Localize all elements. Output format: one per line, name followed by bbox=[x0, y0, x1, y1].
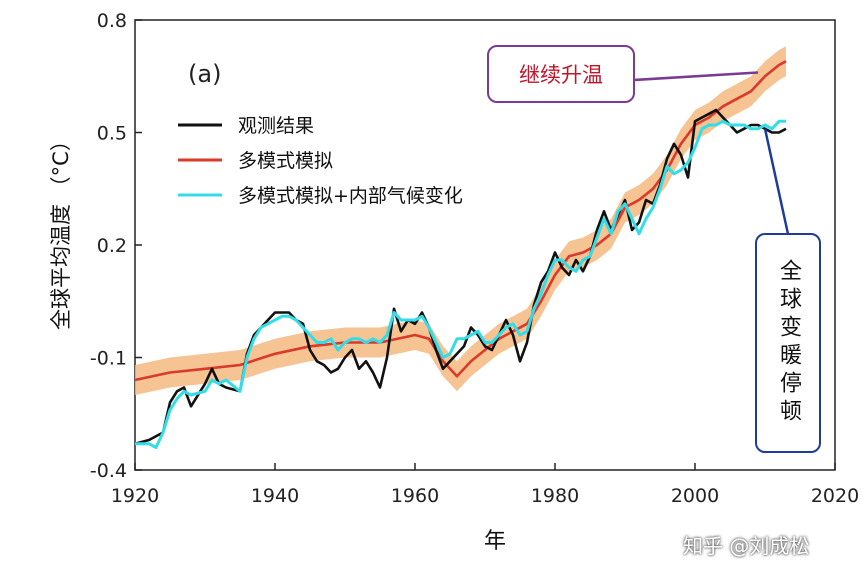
x-tick-label: 2020 bbox=[811, 485, 859, 507]
series-line-1 bbox=[134, 60, 787, 382]
pause-arrow bbox=[763, 128, 790, 235]
x-tick-label: 1920 bbox=[111, 485, 159, 507]
uncertainty-band-layer bbox=[135, 46, 786, 396]
y-tick-label: 0.2 bbox=[97, 235, 127, 257]
y-tick-label: -0.1 bbox=[90, 348, 127, 370]
y-tick-label: 0.8 bbox=[97, 10, 127, 32]
warming-callout: 继续升温 bbox=[487, 45, 635, 103]
x-tick-label: 1980 bbox=[531, 485, 579, 507]
warming-callout-text: 继续升温 bbox=[519, 63, 603, 87]
tick-layer: 1920 1940 1960 1980 2000 2020 -0.4 -0.1 0.2 0.5 0.… bbox=[90, 10, 859, 507]
watermark: 知乎 @刘成松 bbox=[683, 534, 810, 558]
uncertainty-band bbox=[135, 46, 786, 396]
warming-arrow bbox=[633, 71, 759, 82]
y-tick-label: 0.5 bbox=[97, 123, 127, 145]
x-tick-label: 1960 bbox=[391, 485, 439, 507]
x-tick-label: 2000 bbox=[671, 485, 719, 507]
series-layer bbox=[134, 60, 787, 449]
series-line-0 bbox=[134, 108, 787, 446]
legend-label-0: 观测结果 bbox=[238, 115, 314, 137]
annotation-arrows bbox=[633, 71, 790, 235]
x-axis-label: 年 bbox=[484, 529, 506, 554]
y-tick-label: -0.4 bbox=[90, 460, 127, 482]
legend-label-2: 多模式模拟+内部气候变化 bbox=[238, 185, 463, 207]
legend-label-1: 多模式模拟 bbox=[238, 150, 333, 172]
pause-callout-text: 全球变暖停顿 bbox=[776, 259, 801, 427]
series-line-2 bbox=[135, 119, 786, 449]
panel-label: (a) bbox=[188, 60, 221, 88]
y-axis-label: 全球平均温度 （°C） bbox=[49, 130, 73, 330]
pause-callout: 全球变暖停顿 bbox=[755, 233, 821, 453]
plot-frame bbox=[134, 19, 836, 471]
x-tick-label: 1940 bbox=[251, 485, 299, 507]
